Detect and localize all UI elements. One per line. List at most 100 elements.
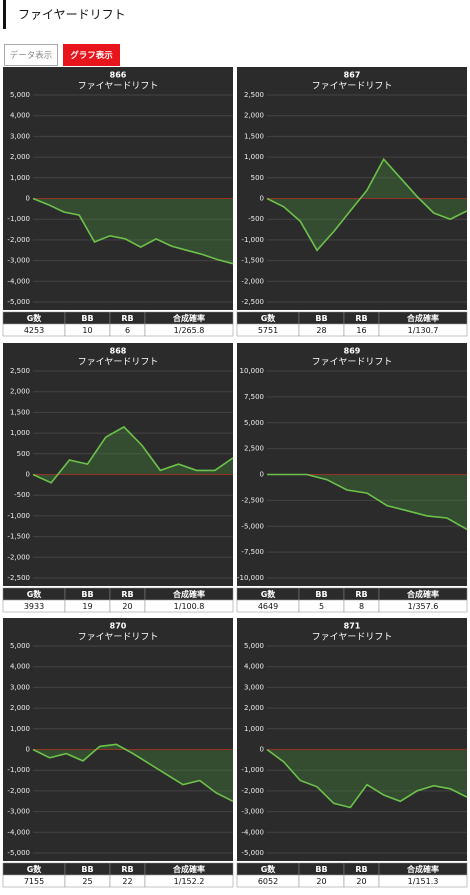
chart-subtitle: ファイヤードリフト [312,633,393,643]
chart-title: 869 [344,347,361,356]
table-header-label: BB [81,590,93,599]
y-tick-label: 3,000 [244,683,264,691]
table-value: 28 [316,326,326,335]
chart-panel [3,343,233,586]
y-tick-label: -1,500 [241,257,264,265]
table-header-label: 合成確率 [172,313,205,323]
y-tick-label: 500 [17,450,30,458]
y-tick-label: 2,000 [10,153,30,161]
table-header-label: RB [355,314,367,323]
table-value: 20 [122,602,132,611]
table-value: 16 [356,326,366,335]
y-tick-label: -4,000 [7,828,30,836]
table-header-label: RB [121,314,133,323]
table-value: 20 [356,877,366,886]
table-header-label: G数 [27,313,43,323]
y-tick-label: -10,000 [237,574,264,582]
y-tick-label: 0 [260,195,264,203]
y-tick-label: -1,000 [7,766,30,774]
table-cell [378,874,468,888]
chart-subtitle: ファイヤードリフト [78,633,159,643]
y-tick-label: -4,000 [7,277,30,285]
data-line [267,473,468,531]
y-tick-label: 0 [260,746,264,754]
y-tick-label: 0 [26,195,30,203]
y-tick-label: -2,500 [241,298,264,306]
y-tick-label: -2,000 [241,277,264,285]
y-tick-label: -2,000 [7,553,30,561]
y-tick-label: -2,500 [241,496,264,504]
y-tick-label: 5,000 [244,419,264,427]
y-tick-label: -1,000 [241,766,264,774]
chart-title: 867 [344,71,361,80]
data-line [266,748,468,809]
y-tick-label: -1,000 [241,236,264,244]
table-header-label: RB [355,590,367,599]
chart-panel [237,67,467,310]
table-header-label: G数 [27,589,43,599]
y-tick-label: 0 [26,471,30,479]
y-tick-label: -2,000 [7,236,30,244]
y-tick-label: 5,000 [244,642,264,650]
chart-panel [237,343,467,586]
table-value: 1/130.7 [408,326,439,335]
table-value: 5 [319,602,324,611]
y-tick-label: -5,000 [241,849,264,857]
table-header-label: 合成確率 [406,864,439,874]
chart-subtitle: ファイヤードリフト [312,358,393,368]
tab-data[interactable] [4,44,58,66]
table-header-label: RB [121,590,133,599]
chart-subtitle: ファイヤードリフト [78,82,159,92]
area-fill [33,744,233,802]
y-tick-label: 4,000 [244,663,264,671]
chart-panel [237,618,467,861]
table-cell [144,874,234,888]
table-header-label: BB [81,314,93,323]
chart-title: 871 [344,622,361,631]
chart-title: 868 [110,347,127,356]
tab-data-label[interactable]: データ表示 [10,50,53,61]
data-line [266,157,468,252]
y-tick-label: 4,000 [10,112,30,120]
table-value: 20 [316,877,326,886]
y-tick-label: -3,000 [7,808,30,816]
y-tick-label: -5,000 [241,522,264,530]
y-tick-label: -3,000 [241,808,264,816]
table-value: 7155 [24,877,44,886]
table-cell [144,599,234,613]
table-header-label: BB [315,314,327,323]
chart-subtitle: ファイヤードリフト [312,82,393,92]
table-value: 22 [122,877,132,886]
table-header-label: RB [355,865,367,874]
y-tick-label: -4,000 [241,828,264,836]
y-tick-label: 2,000 [244,112,264,120]
y-tick-label: 10,000 [240,367,265,375]
tab-graph-label[interactable]: グラフ表示 [70,50,113,61]
y-tick-label: 3,000 [10,683,30,691]
data-line [32,425,234,484]
page-title: ファイヤードリフト [18,8,126,22]
table-header-label: BB [315,865,327,874]
table-value: 4253 [24,326,44,335]
data-line [32,197,234,265]
table-header-label: G数 [261,589,277,599]
area-fill [267,159,467,251]
y-tick-label: -500 [14,491,30,499]
table-cell [378,599,468,613]
chart-panel [3,67,233,310]
y-tick-label: 500 [251,174,264,182]
y-tick-label: 3,000 [10,132,30,140]
tab-graph[interactable] [63,44,120,66]
table-cell [378,323,468,337]
y-tick-label: -1,000 [7,512,30,520]
table-value: 1/152.2 [174,877,205,886]
chart-subtitle: ファイヤードリフト [78,358,159,368]
y-tick-label: -5,000 [7,849,30,857]
area-fill [33,426,233,483]
y-tick-label: -500 [248,215,264,223]
table-cell [144,323,234,337]
chart-title: 870 [110,622,127,631]
y-tick-label: 5,000 [10,91,30,99]
table-header-label: 合成確率 [406,313,439,323]
